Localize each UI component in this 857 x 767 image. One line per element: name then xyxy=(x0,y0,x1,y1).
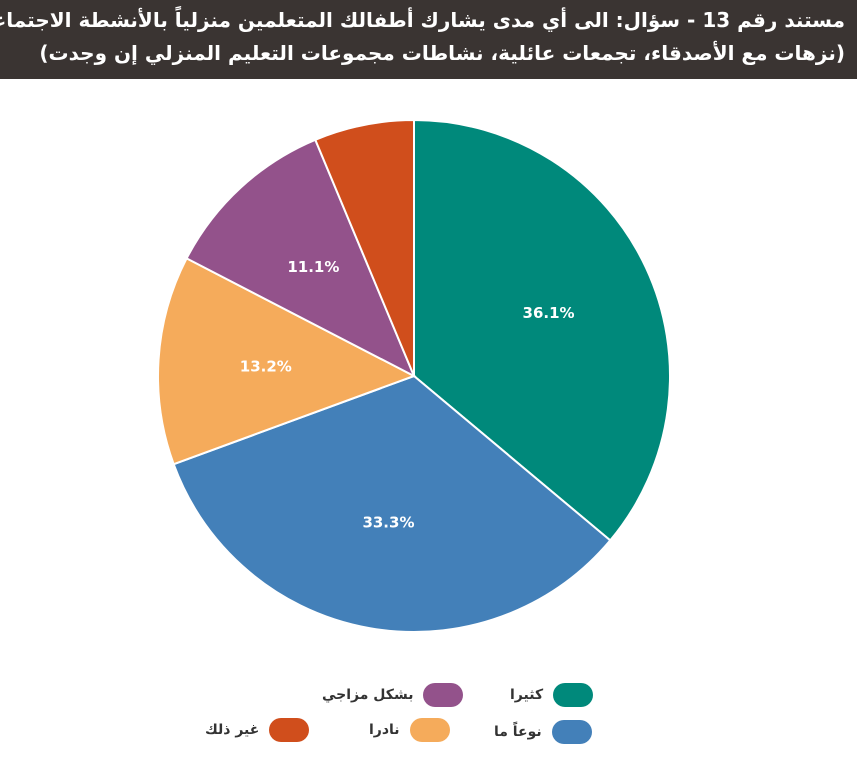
chart-area: 36.1% 33.3% 13.2% 11.1% xyxy=(0,79,857,767)
legend-swatch-naw-an-ma xyxy=(551,720,592,744)
legend-item-kathiran: كثيرا xyxy=(510,681,594,709)
pie-slice-nadiran xyxy=(157,257,417,466)
legend-label-nadiran: نادرا xyxy=(369,722,400,738)
legend-item-bishakl-mizaji: بشكل مزاجي xyxy=(322,681,464,709)
legend-swatch-ghayr-dhalik xyxy=(269,718,310,742)
legend-item-ghayr-dhalik: غير ذلك xyxy=(205,716,310,744)
legend-swatch-bishakl-mizaji xyxy=(423,683,464,707)
legend-label-bishakl-mizaji: بشكل مزاجي xyxy=(322,687,414,703)
slice-label-bishakl-mizaji: 11.1% xyxy=(287,258,339,276)
legend-item-nadiran: نادرا xyxy=(369,716,450,744)
slice-label-naw-an-ma: 33.3% xyxy=(362,513,414,531)
slice-label-kathiran: 36.1% xyxy=(523,304,575,322)
chart-title-line-1: مستند رقم 13 - سؤال: الى أي مدى يشارك أط… xyxy=(0,8,845,32)
legend-label-kathiran: كثيرا xyxy=(510,687,544,703)
legend-label-naw-an-ma: نوعاً ما xyxy=(494,724,542,740)
chart-header: مستند رقم 13 - سؤال: الى أي مدى يشارك أط… xyxy=(0,0,857,79)
legend-swatch-nadiran xyxy=(409,718,450,742)
chart-title-line-2: (نزهات مع الأصدقاء، تجمعات عائلية، نشاطا… xyxy=(39,41,845,65)
pie-slice-naw-an-ma xyxy=(172,374,612,633)
legend-swatch-kathiran xyxy=(553,683,594,707)
pie-slice-bishakl-mizaji xyxy=(185,138,416,379)
legend-item-naw-an-ma: نوعاً ما xyxy=(494,718,592,746)
pie-slice-ghayr-dhalik xyxy=(313,118,415,377)
pie-slice-kathiran xyxy=(413,118,671,542)
pie-chart: 36.1% 33.3% 13.2% 11.1% xyxy=(157,118,671,633)
slice-label-nadiran: 13.2% xyxy=(240,358,292,376)
legend-label-ghayr-dhalik: غير ذلك xyxy=(205,722,260,738)
